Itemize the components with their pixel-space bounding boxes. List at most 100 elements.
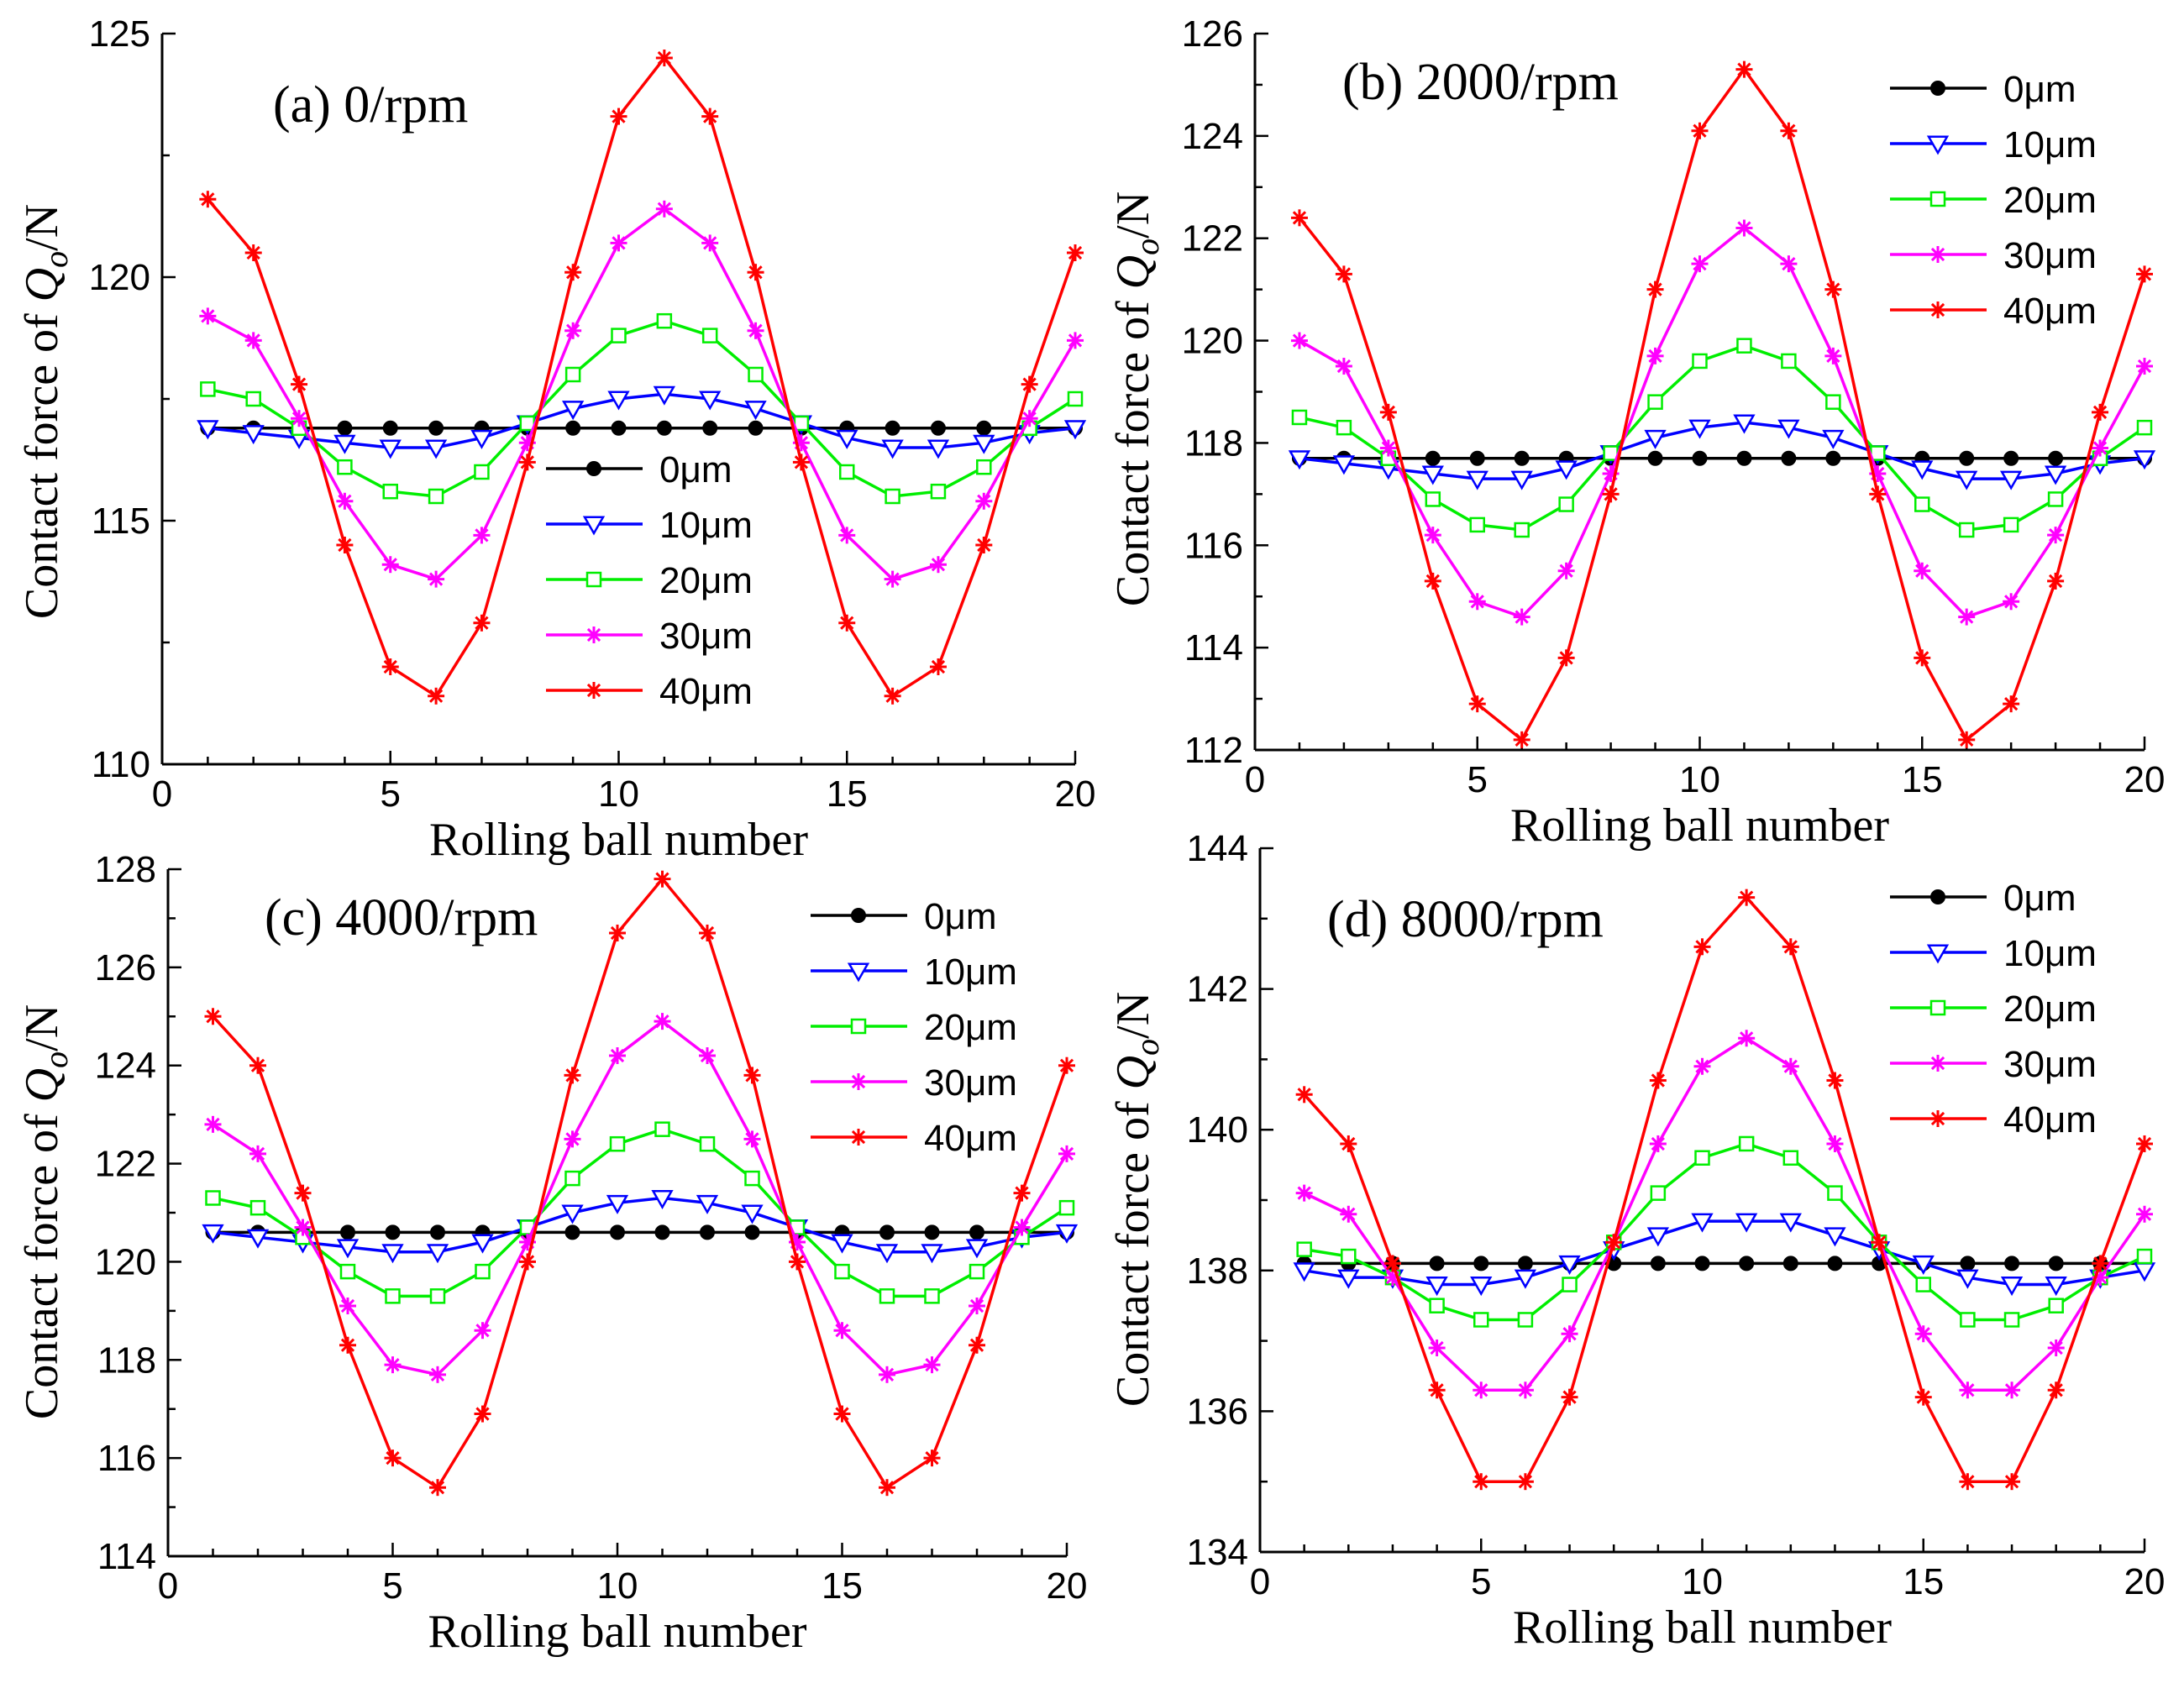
data-point	[1013, 1184, 1031, 1202]
data-point	[1735, 219, 1753, 237]
data-point	[1781, 450, 1797, 466]
data-point	[1340, 1135, 1357, 1152]
legend-marker	[1929, 1110, 1946, 1127]
legend-marker	[1929, 301, 1946, 318]
data-point	[924, 1224, 940, 1240]
legend-label: 20μm	[924, 1007, 1017, 1048]
data-point	[339, 1263, 356, 1280]
series-20μm	[200, 312, 1084, 505]
series-line	[1303, 895, 2146, 1483]
data-point	[1871, 1234, 1888, 1251]
y-axis-label: Contact force of Qo/N	[1107, 191, 1166, 606]
data-point	[831, 1234, 853, 1254]
series-line	[1299, 226, 2146, 619]
x-tick-label: 0	[158, 1565, 178, 1607]
data-point	[294, 1184, 312, 1202]
data-point	[976, 420, 992, 436]
legend-label: 10μm	[659, 505, 753, 546]
data-point	[975, 492, 993, 510]
series-0μm	[1296, 1256, 2152, 1271]
data-point	[655, 50, 673, 66]
data-point	[833, 1322, 851, 1340]
data-point	[474, 1405, 491, 1423]
data-point	[1340, 1205, 1357, 1223]
data-point	[1694, 1256, 1710, 1271]
data-point	[205, 1190, 221, 1206]
data-point	[656, 420, 672, 436]
data-point	[1332, 455, 1356, 475]
data-point	[1425, 491, 1441, 507]
data-point	[885, 488, 900, 505]
data-point	[1290, 332, 1308, 349]
data-point	[2048, 1298, 2064, 1313]
y-tick-label: 124	[1182, 116, 1243, 157]
legend-label: 40μm	[2003, 1099, 2097, 1140]
data-point	[1058, 1145, 1075, 1162]
data-point	[1424, 527, 1441, 544]
data-point	[2092, 439, 2109, 457]
data-point	[1067, 391, 1084, 407]
x-axis-label: Rolling ball number	[1510, 800, 1889, 852]
data-point	[1959, 1382, 1977, 1399]
legend-label: 0μm	[659, 449, 732, 490]
data-point	[1428, 1382, 1446, 1399]
data-point	[743, 1067, 761, 1084]
legend-label: 30μm	[659, 616, 753, 657]
data-point	[1688, 419, 1711, 439]
data-point	[1468, 695, 1486, 713]
data-point	[610, 234, 627, 252]
x-axis-label: Rolling ball number	[1513, 1602, 1892, 1654]
data-point	[2136, 358, 2153, 375]
data-point	[564, 1224, 580, 1240]
data-point	[1646, 1227, 1670, 1247]
data-point	[2003, 1473, 2021, 1491]
data-point	[1736, 338, 1752, 354]
data-point	[242, 425, 265, 445]
data-point	[1738, 1030, 1756, 1047]
data-point	[1335, 265, 1352, 283]
data-point	[381, 1244, 404, 1264]
x-tick-label: 0	[1245, 759, 1265, 800]
data-point	[969, 1298, 985, 1315]
data-point	[1335, 358, 1352, 375]
data-point	[428, 488, 444, 505]
chart-panel: 0 5 10 15 20 114 116 118 120 122 124 126 128 Rolling …	[16, 849, 1087, 1658]
data-point	[382, 483, 398, 500]
data-point	[884, 570, 901, 588]
data-point	[1826, 1072, 1844, 1089]
x-tick-label: 20	[1047, 1565, 1088, 1607]
data-point	[564, 1130, 581, 1148]
data-point	[1424, 572, 1441, 590]
data-point	[741, 1204, 764, 1224]
data-point	[1516, 1382, 1534, 1399]
data-point	[1468, 593, 1486, 611]
legend-label: 10μm	[924, 952, 1017, 993]
data-point	[699, 1135, 716, 1152]
data-point	[291, 410, 308, 427]
series-line	[212, 1019, 1068, 1376]
data-point	[1295, 1184, 1313, 1202]
series-line	[213, 1196, 1068, 1254]
data-point	[1562, 1277, 1578, 1292]
data-point	[429, 1366, 446, 1383]
legend-label: 20μm	[2003, 988, 2097, 1030]
data-point	[1516, 1473, 1534, 1491]
data-point	[291, 375, 308, 393]
data-point	[1999, 470, 2023, 490]
data-point	[428, 420, 444, 436]
data-point	[564, 1067, 581, 1084]
data-point	[879, 1366, 895, 1383]
data-point	[1777, 419, 1800, 439]
legend: 0μm 10μm 20μm 30μm 40μm	[1890, 69, 2097, 332]
legend-label: 10μm	[2003, 124, 2097, 165]
x-tick-label: 5	[1467, 759, 1488, 800]
chart-title-a: (a) 0/rpm	[273, 76, 468, 134]
series-0μm	[205, 1224, 1074, 1240]
x-tick-label: 5	[382, 1565, 402, 1607]
series-40μm	[1290, 60, 2153, 748]
legend-label: 10μm	[2003, 933, 2097, 974]
data-point	[2004, 1256, 2020, 1271]
data-point	[1558, 1255, 1581, 1275]
data-point	[1513, 731, 1530, 748]
